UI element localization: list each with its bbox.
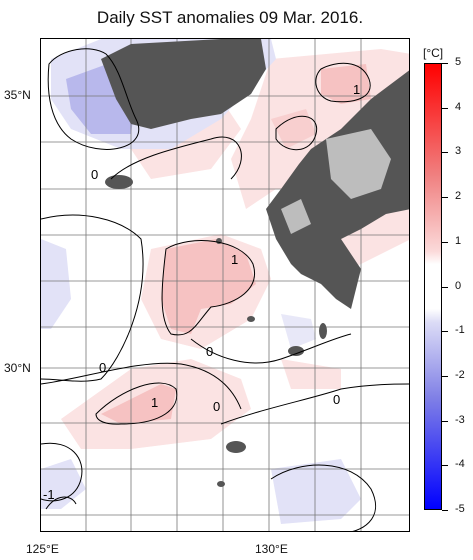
warm-core-region <box>271 109 316 149</box>
contour-label: 0 <box>206 344 213 359</box>
contour-label: 1 <box>231 252 238 267</box>
land-light <box>326 129 391 199</box>
warm-anomaly-region <box>281 359 341 389</box>
warm-core-region <box>321 64 371 104</box>
cool-anomaly-region <box>271 459 361 524</box>
colorbar <box>424 63 442 510</box>
map-svg: 1 0 1 0 0 1 0 0 -1 <box>41 39 409 531</box>
colorbar-tick-mark <box>442 510 448 511</box>
colorbar-tick-mark <box>442 197 448 199</box>
contour-label: 0 <box>99 360 106 375</box>
contour-label: 0 <box>213 399 220 414</box>
contour-label: 1 <box>151 395 158 410</box>
lat-label-35n: 35°N <box>4 88 31 102</box>
colorbar-tick-mark <box>442 107 448 109</box>
lon-label-125e: 125°E <box>26 542 59 556</box>
cool-anomaly-region <box>41 459 86 509</box>
colorbar-tick-mark <box>442 420 448 422</box>
warm-core-region <box>161 239 256 334</box>
lat-label-30n: 30°N <box>4 361 31 375</box>
colorbar-tick-label: -5 <box>455 503 465 515</box>
colorbar-tick-label: -2 <box>455 368 465 381</box>
contour-label: 1 <box>353 82 360 97</box>
colorbar-tick-mark <box>442 152 448 154</box>
land <box>101 39 409 487</box>
cool-anomaly-region <box>41 239 71 329</box>
colorbar-unit: [°C] <box>423 46 444 60</box>
contour-label: 0 <box>333 392 340 407</box>
contour-label: 0 <box>91 167 98 182</box>
colorbar-tick-label: 1 <box>455 234 462 247</box>
contour-label: -1 <box>43 487 55 502</box>
contours <box>41 48 409 531</box>
sst-anomaly-map: 1 0 1 0 0 1 0 0 -1 <box>40 38 410 532</box>
colorbar-tick-mark <box>442 63 448 64</box>
map-title: Daily SST anomalies 09 Mar. 2016. <box>96 8 364 27</box>
colorbar-tick-label: 2 <box>455 190 462 203</box>
colorbar-tick-label: -1 <box>455 324 465 337</box>
colorbar-tick-label: 0 <box>455 279 462 292</box>
colorbar-tick-mark <box>442 286 448 288</box>
cool-anomaly-region <box>281 314 316 349</box>
colorbar-tick-mark <box>442 375 448 377</box>
colorbar-tick-mark <box>442 241 448 243</box>
colorbar-tick-label: 3 <box>455 145 462 158</box>
warm-core-region <box>101 384 176 424</box>
lon-label-130e: 130°E <box>255 542 288 556</box>
land-light <box>281 199 311 234</box>
colorbar-tick-mark <box>442 331 448 333</box>
colorbar-tick-label: 4 <box>455 100 462 113</box>
colorbar-tick-label: -4 <box>455 458 465 471</box>
colorbar-tick-label: 5 <box>455 56 462 68</box>
colorbar-tick-mark <box>442 465 448 467</box>
colorbar-tick-label: -3 <box>455 413 465 426</box>
